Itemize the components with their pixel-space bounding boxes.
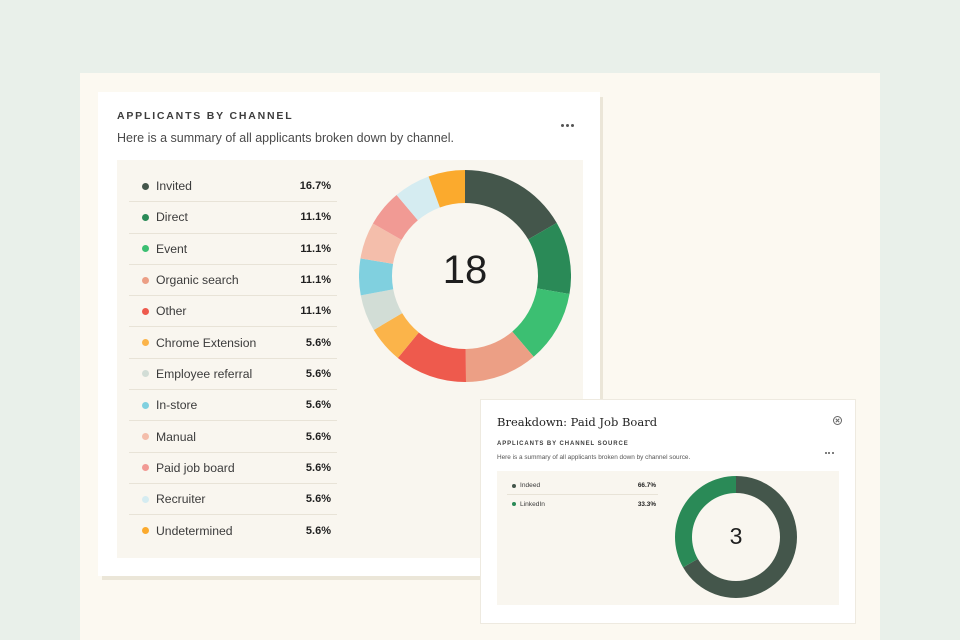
popup-section-title: APPLICANTS BY CHANNEL SOURCE xyxy=(497,441,629,447)
legend-dot-icon xyxy=(142,339,149,347)
legend-percentage: 5.6% xyxy=(305,461,331,474)
legend-label: LinkedIn xyxy=(520,500,545,508)
legend-label: Undetermined xyxy=(156,523,233,538)
legend-label: Recruiter xyxy=(156,492,206,507)
donut-slice-indeed[interactable] xyxy=(683,476,797,598)
legend-label: Employee referral xyxy=(156,366,253,381)
more-options-icon[interactable] xyxy=(558,120,576,130)
source-legend: Indeed 66.7% LinkedIn 33.3% xyxy=(507,477,658,513)
donut-slice-organic-search[interactable] xyxy=(465,331,534,382)
legend-row[interactable]: Event 11.1% xyxy=(129,234,337,265)
legend-percentage: 5.6% xyxy=(305,430,331,443)
legend-row[interactable]: Chrome Extension 5.6% xyxy=(129,327,337,359)
legend-dot-icon xyxy=(142,182,149,190)
legend-row[interactable]: Indeed 66.7% xyxy=(507,477,658,495)
donut-slice-invited[interactable] xyxy=(465,170,557,240)
popup-title: Breakdown: Paid Job Board xyxy=(497,415,658,429)
legend-row[interactable]: Invited 16.7% xyxy=(129,171,337,203)
close-icon[interactable] xyxy=(833,416,842,425)
donut-slice-recruiter[interactable] xyxy=(396,176,440,221)
legend-dot-icon xyxy=(142,370,149,378)
legend-dot-icon xyxy=(142,276,149,284)
source-donut-chart xyxy=(675,476,797,598)
legend-dot-icon xyxy=(142,433,149,441)
legend-row[interactable]: LinkedIn 33.3% xyxy=(507,495,658,513)
legend-label: Other xyxy=(156,304,187,319)
legend-label: Invited xyxy=(156,179,192,194)
legend-dot-icon xyxy=(142,464,149,472)
legend-percentage: 11.1% xyxy=(300,274,331,287)
legend-dot-icon xyxy=(512,502,516,506)
legend-dot-icon xyxy=(142,495,149,503)
legend-label: Event xyxy=(156,241,188,256)
channel-donut-chart xyxy=(359,170,571,382)
legend-dot-icon xyxy=(142,307,149,315)
donut-slice-manual[interactable] xyxy=(360,223,402,264)
legend-row[interactable]: Organic search 11.1% xyxy=(129,265,337,297)
channel-legend: Invited 16.7% Direct 11.1% Event 11.1% Organic… xyxy=(129,171,337,547)
popup-subtitle: Here is a summary of all applicants brok… xyxy=(497,454,691,461)
card-title: APPLICANTS BY CHANNEL xyxy=(117,110,294,122)
donut-slice-direct[interactable] xyxy=(528,222,571,295)
legend-label: Manual xyxy=(156,429,196,444)
legend-label: Direct xyxy=(156,210,188,225)
legend-label: Indeed xyxy=(520,482,541,489)
popup-total-applicants: 3 xyxy=(729,523,743,549)
legend-dot-icon xyxy=(512,483,516,488)
donut-slice-event[interactable] xyxy=(512,288,570,357)
legend-label: Chrome Extension xyxy=(156,335,257,350)
legend-percentage: 5.6% xyxy=(305,336,331,349)
legend-percentage: 33.3% xyxy=(637,500,656,508)
legend-dot-icon xyxy=(142,213,149,221)
breakdown-popup: Breakdown: Paid Job Board APPLICANTS BY … xyxy=(481,400,855,623)
legend-dot-icon xyxy=(142,527,149,535)
donut-slice-in-store[interactable] xyxy=(359,258,394,296)
legend-percentage: 5.6% xyxy=(305,493,331,506)
donut-slice-undetermined[interactable] xyxy=(428,170,465,208)
donut-slice-paid-job-board[interactable] xyxy=(372,195,418,240)
card-subtitle: Here is a summary of all applicants brok… xyxy=(117,131,454,145)
legend-row[interactable]: In-store 5.6% xyxy=(129,390,337,422)
donut-slice-employee-referral[interactable] xyxy=(360,289,403,330)
legend-row[interactable]: Manual 5.6% xyxy=(129,421,337,453)
legend-percentage: 5.6% xyxy=(305,524,331,537)
legend-row[interactable]: Employee referral 5.6% xyxy=(129,359,337,391)
legend-percentage: 5.6% xyxy=(305,399,331,412)
legend-dot-icon xyxy=(142,401,149,409)
donut-slice-chrome-extension[interactable] xyxy=(373,313,419,359)
legend-percentage: 11.1% xyxy=(300,305,331,318)
legend-percentage: 16.7% xyxy=(299,180,331,193)
legend-percentage: 11.1% xyxy=(300,211,331,224)
popup-chart-panel: Indeed 66.7% LinkedIn 33.3% 3 xyxy=(497,471,839,605)
legend-row[interactable]: Paid job board 5.6% xyxy=(129,453,337,484)
legend-row[interactable]: Other 11.1% xyxy=(129,296,337,328)
legend-percentage: 5.6% xyxy=(305,367,331,380)
total-applicants: 18 xyxy=(442,248,488,292)
donut-slice-linkedin[interactable] xyxy=(675,476,736,568)
legend-percentage: 66.7% xyxy=(637,482,656,489)
legend-label: Paid job board xyxy=(156,460,235,475)
legend-label: In-store xyxy=(156,398,198,413)
legend-dot-icon xyxy=(142,245,149,253)
popup-more-options-icon[interactable] xyxy=(823,450,835,456)
donut-slice-other[interactable] xyxy=(397,332,466,382)
legend-row[interactable]: Recruiter 5.6% xyxy=(129,484,337,516)
legend-row[interactable]: Direct 11.1% xyxy=(129,202,337,234)
legend-label: Organic search xyxy=(156,273,239,288)
legend-percentage: 11.1% xyxy=(300,242,331,255)
legend-row[interactable]: Undetermined 5.6% xyxy=(129,515,337,546)
